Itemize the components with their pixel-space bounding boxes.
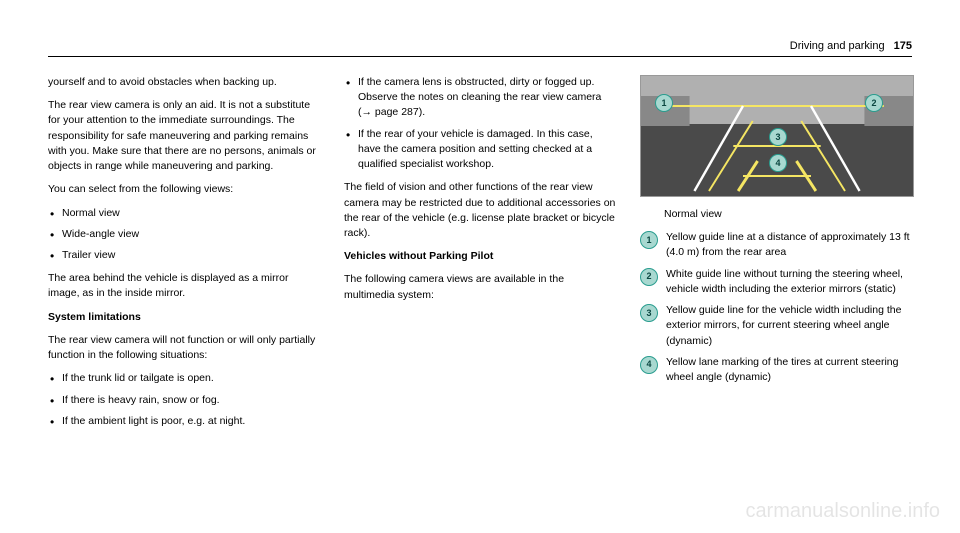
column-1: yourself and to avoid obstacles when bac… <box>48 75 320 437</box>
legend-item: 2 White guide line without turning the s… <box>640 267 912 297</box>
legend-item: 1 Yellow guide line at a distance of app… <box>640 230 912 260</box>
column-3: 1 2 3 4 Normal view 1 Yellow guide line … <box>640 75 912 437</box>
body-text: yourself and to avoid obstacles when bac… <box>48 75 320 90</box>
legend-text: Yellow guide line for the vehicle width … <box>666 303 912 349</box>
camera-view-image: 1 2 3 4 <box>640 75 914 197</box>
list-item: Normal view <box>48 206 320 221</box>
legend-text: Yellow lane marking of the tires at curr… <box>666 355 912 385</box>
callout-3-icon: 3 <box>769 128 787 146</box>
page-header: Driving and parking 175 <box>48 40 912 57</box>
limitations-list-2: If the camera lens is obstructed, dirty … <box>344 75 616 172</box>
list-item: If there is heavy rain, snow or fog. <box>48 393 320 408</box>
legend-list: 1 Yellow guide line at a distance of app… <box>640 230 912 385</box>
body-text: The field of vision and other functions … <box>344 180 616 241</box>
body-text: The rear view camera will not function o… <box>48 333 320 363</box>
column-2: If the camera lens is obstructed, dirty … <box>344 75 616 437</box>
views-list: Normal view Wide-angle view Trailer view <box>48 206 320 264</box>
callout-2-icon: 2 <box>865 94 883 112</box>
legend-text: White guide line without turning the ste… <box>666 267 912 297</box>
body-text: The area behind the vehicle is displayed… <box>48 271 320 301</box>
list-item: If the rear of your vehicle is damaged. … <box>344 127 616 173</box>
watermark: carmanualsonline.info <box>745 500 940 523</box>
legend-item: 4 Yellow lane marking of the tires at cu… <box>640 355 912 385</box>
callout-4-icon: 4 <box>640 356 658 374</box>
list-item: If the ambient light is poor, e.g. at ni… <box>48 414 320 429</box>
body-text: You can select from the following views: <box>48 182 320 197</box>
list-item: If the camera lens is obstructed, dirty … <box>344 75 616 121</box>
content-columns: yourself and to avoid obstacles when bac… <box>48 75 912 437</box>
limitations-list: If the trunk lid or tailgate is open. If… <box>48 371 320 429</box>
list-item: Trailer view <box>48 248 320 263</box>
callout-3-icon: 3 <box>640 304 658 322</box>
section-title: Driving and parking <box>790 40 885 52</box>
legend-item: 3 Yellow guide line for the vehicle widt… <box>640 303 912 349</box>
body-text: The rear view camera is only an aid. It … <box>48 98 320 174</box>
callout-2-icon: 2 <box>640 268 658 286</box>
list-item: If the trunk lid or tailgate is open. <box>48 371 320 386</box>
subheading: System limitations <box>48 310 320 325</box>
list-item: Wide-angle view <box>48 227 320 242</box>
callout-1-icon: 1 <box>655 94 673 112</box>
legend-text: Yellow guide line at a distance of appro… <box>666 230 912 260</box>
image-caption: Normal view <box>664 207 912 222</box>
callout-4-icon: 4 <box>769 154 787 172</box>
subheading: Vehicles without Parking Pilot <box>344 249 616 264</box>
page-number: 175 <box>894 40 912 52</box>
body-text: The following camera views are available… <box>344 272 616 302</box>
callout-1-icon: 1 <box>640 231 658 249</box>
